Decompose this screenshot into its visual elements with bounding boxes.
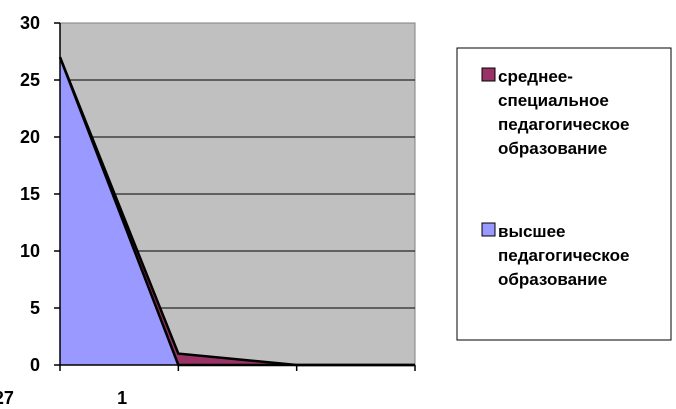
y-tick-label: 25 xyxy=(20,70,40,90)
axes xyxy=(54,22,416,371)
legend-swatch-0 xyxy=(481,67,496,82)
y-tick-label: 5 xyxy=(30,298,40,318)
x-axis-tick-labels: 27 1 xyxy=(0,388,127,408)
y-tick-label: 20 xyxy=(20,127,40,147)
y-tick-label: 15 xyxy=(20,184,40,204)
legend-label-line: образование xyxy=(498,139,607,158)
legend-label-line: специальное xyxy=(498,91,609,110)
legend: среднее-специальное педагогическое образов… xyxy=(456,47,672,341)
y-tick-label: 10 xyxy=(20,241,40,261)
legend-label-line: педагогическое xyxy=(498,115,629,134)
y-tick-label: 30 xyxy=(20,13,40,33)
legend-box xyxy=(456,47,672,341)
legend-label-line: высшее xyxy=(498,222,566,241)
legend-label-line: образование xyxy=(498,270,607,289)
y-tick-label: 0 xyxy=(30,355,40,375)
y-axis-tick-labels: 0 5 10 15 20 25 30 xyxy=(20,13,40,375)
legend-swatch-1 xyxy=(481,222,496,237)
x-tick-label: 1 xyxy=(117,388,127,408)
legend-label-line: среднее- xyxy=(498,67,573,86)
legend-label-line: педагогическое xyxy=(498,246,629,265)
x-tick-label: 27 xyxy=(0,388,14,408)
